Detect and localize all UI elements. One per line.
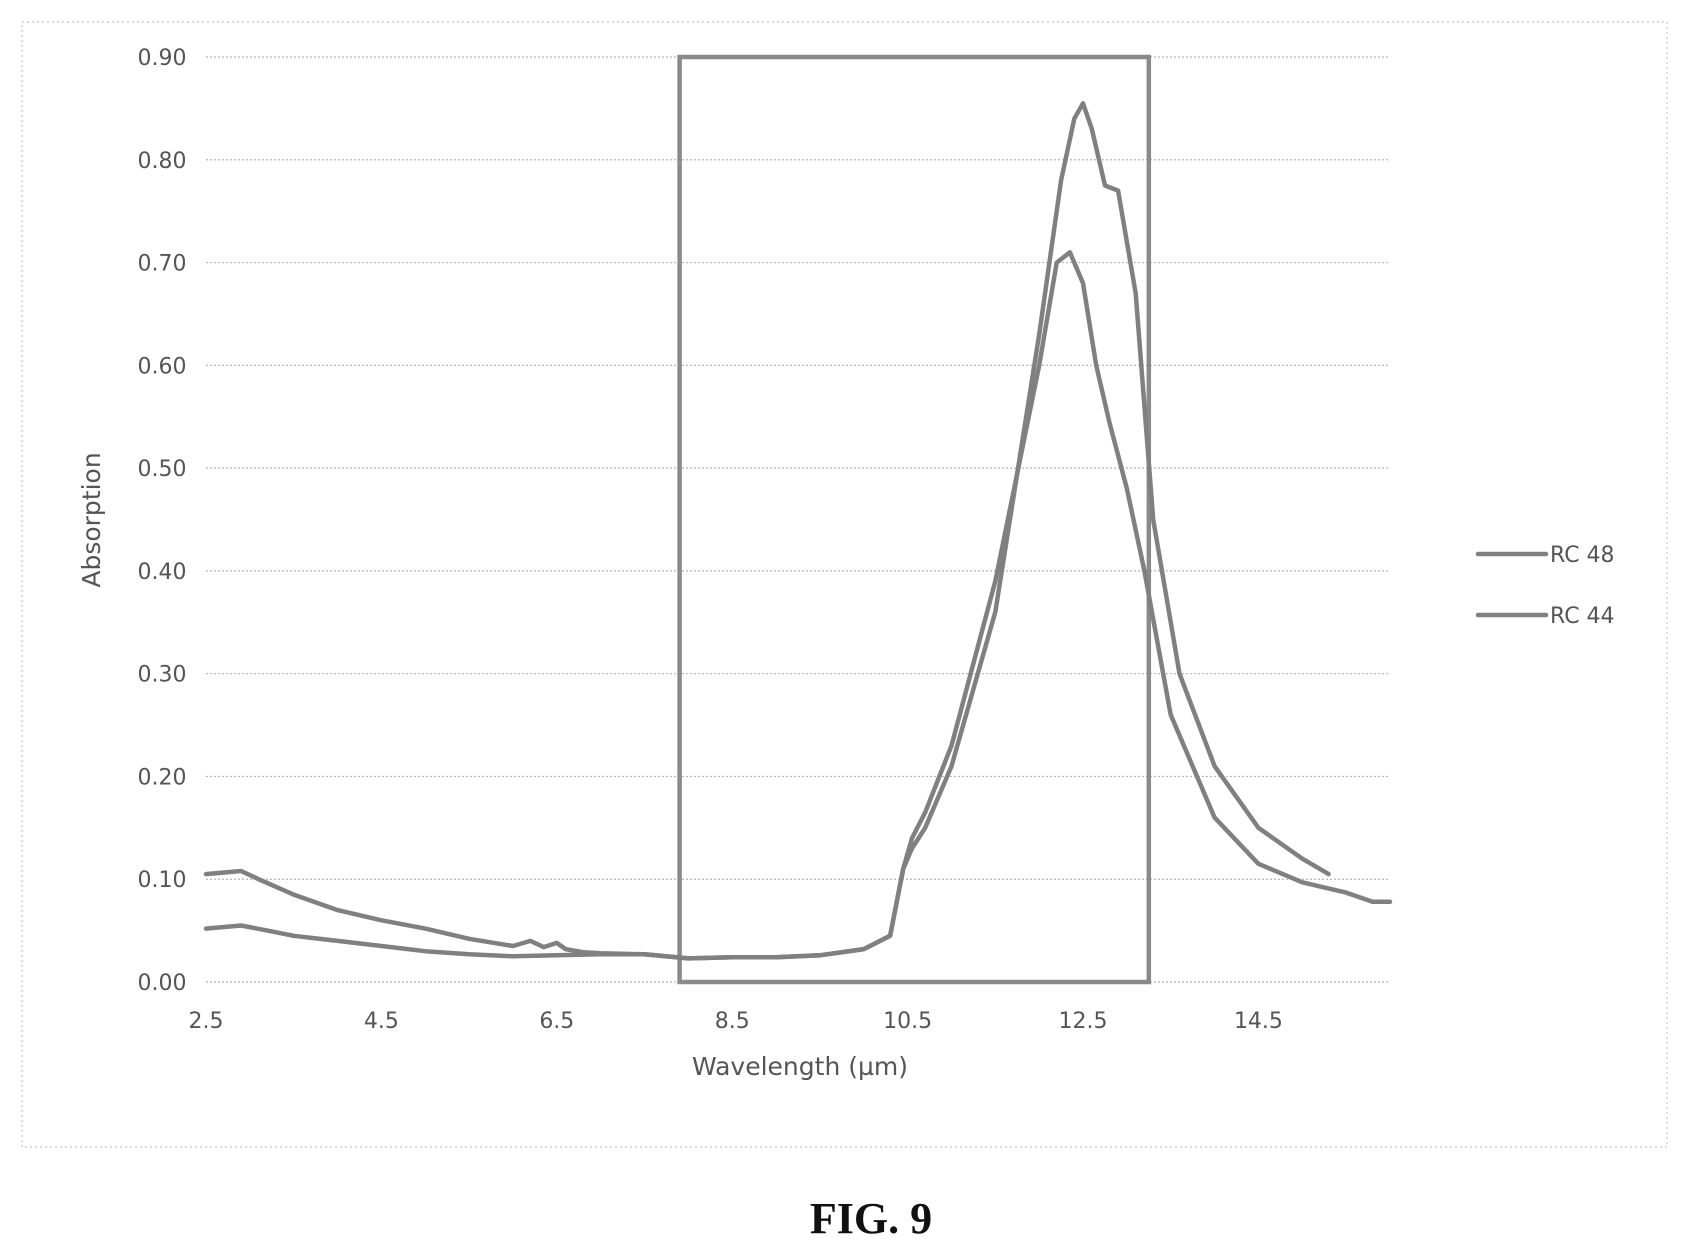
x-tick-label: 4.5 [364,1009,399,1034]
x-tick-label: 10.5 [883,1009,932,1034]
y-tick-label: 0.20 [138,765,187,790]
series-line-rc-44 [203,101,1331,961]
y-axis-ticks: 0.00 0.10 0.20 0.30 0.40 0.50 0.60 0.70 0.80 0.90 [138,46,187,996]
y-tick-label: 0.30 [138,663,187,688]
y-tick-label: 0.50 [138,457,187,482]
highlight-band [677,54,1152,985]
y-tick-label: 0.40 [138,560,187,585]
highlight-rectangle [677,54,1152,985]
x-tick-label: 8.5 [715,1009,750,1034]
y-tick-label: 0.90 [138,46,187,71]
chart-frame [21,21,1668,1148]
series-lines [203,101,1393,961]
x-axis-title: Wavelength (µm) [692,1052,908,1081]
x-tick-label: 14.5 [1234,1009,1283,1034]
y-tick-label: 0.00 [138,971,187,996]
y-tick-label: 0.80 [138,149,187,174]
y-tick-label: 0.60 [138,354,187,379]
y-tick-label: 0.70 [138,252,187,277]
gridlines [206,56,1390,983]
x-tick-label: 12.5 [1059,1009,1108,1034]
figure-caption: FIG. 9 [810,1194,932,1243]
series-line-rc-48 [203,250,1393,961]
x-tick-label: 6.5 [539,1009,574,1034]
legend-label: RC 48 [1550,543,1615,568]
y-axis-title: Absorption [77,452,106,587]
legend: RC 48 RC 44 [1475,543,1615,629]
legend-label: RC 44 [1550,604,1615,629]
x-tick-label: 2.5 [189,1009,224,1034]
x-axis-ticks: 2.5 4.5 6.5 8.5 10.5 12.5 14.5 [189,1009,1283,1034]
y-tick-label: 0.10 [138,868,187,893]
